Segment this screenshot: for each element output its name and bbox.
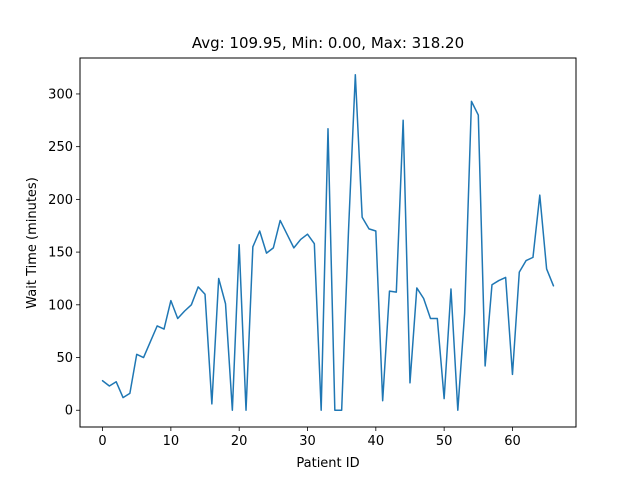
x-axis-label: Patient ID [296, 456, 359, 471]
x-tick-label: 0 [98, 434, 106, 449]
x-tick-label: 10 [163, 434, 180, 449]
series-line [101, 74, 555, 411]
y-tick-label: 200 [48, 193, 73, 208]
y-tick-label: 100 [48, 298, 73, 313]
y-tick-label: 250 [48, 140, 73, 155]
x-axis-ticks: 0 10 20 30 40 50 60 [98, 427, 521, 449]
y-tick-label: 150 [48, 246, 73, 261]
y-axis-ticks: 0 50 100 150 200 250 300 [48, 87, 80, 419]
x-tick-label: 60 [504, 434, 521, 449]
x-tick-label: 30 [299, 434, 316, 449]
y-tick-label: 300 [48, 87, 73, 102]
x-tick-label: 20 [231, 434, 248, 449]
y-tick-label: 0 [65, 404, 73, 419]
y-tick-label: 50 [56, 351, 73, 366]
chart-title: Avg: 109.95, Min: 0.00, Max: 318.20 [192, 34, 464, 52]
axes-frame [79, 57, 577, 428]
x-tick-label: 40 [368, 434, 385, 449]
y-axis-label: Wait Time (minutes) [25, 177, 40, 309]
plot-area [79, 57, 577, 428]
x-tick-label: 50 [436, 434, 453, 449]
